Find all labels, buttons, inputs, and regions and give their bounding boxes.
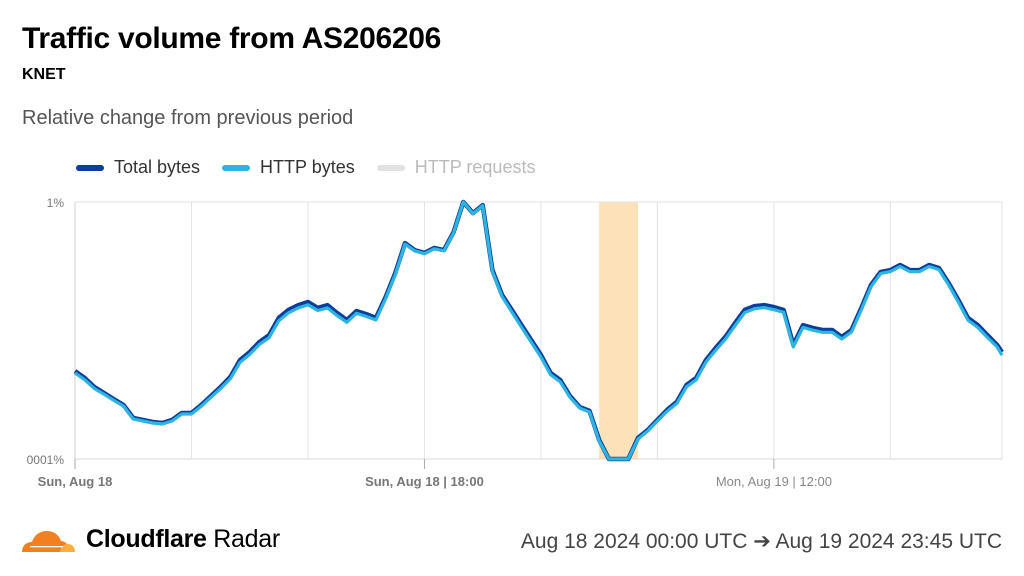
legend-swatch	[376, 164, 405, 171]
series-line-http-bytes	[74, 200, 1004, 461]
chart-description: Relative change from previous period	[22, 107, 354, 129]
asn-name: KNET	[22, 66, 66, 83]
brand-product: Radar	[213, 525, 280, 553]
date-range: Aug 18 2024 00:00 UTC ➔ Aug 19 2024 23:4…	[520, 530, 1002, 553]
cloudflare-cloud-icon	[22, 530, 75, 552]
legend-item-http-requests[interactable]: HTTP requests	[376, 157, 536, 178]
series-line-total-bytes	[73, 199, 1004, 462]
x-tick-label: Sun, Aug 18 | 18:00	[365, 474, 484, 489]
legend-item-total-bytes[interactable]: Total bytes	[76, 157, 200, 178]
y-tick-label: 0001%	[27, 453, 65, 467]
legend-item-http-bytes[interactable]: HTTP bytes	[222, 157, 355, 178]
brand-name: Cloudflare	[86, 525, 207, 553]
cloudflare-radar-logo[interactable]: Cloudflare Radar	[20, 525, 280, 554]
legend-label: HTTP requests	[414, 157, 536, 177]
anomaly-highlight	[599, 202, 638, 459]
legend-label: Total bytes	[114, 157, 201, 177]
x-tick-label: Mon, Aug 19 | 12:00	[716, 474, 832, 489]
legend-swatch	[76, 164, 104, 171]
x-tick-label: Sun, Aug 18	[38, 474, 113, 489]
legend-swatch	[222, 164, 251, 171]
traffic-chart: 1% 0001% Sun, Aug 18 Sun, Aug 18 | 18:00 Mon…	[27, 196, 1004, 489]
y-tick-label: 1%	[47, 196, 65, 210]
page-title: Traffic volume from AS206206	[22, 22, 441, 55]
chart-legend: Total bytes HTTP bytes HTTP requests	[76, 157, 535, 178]
legend-label: HTTP bytes	[260, 157, 355, 177]
